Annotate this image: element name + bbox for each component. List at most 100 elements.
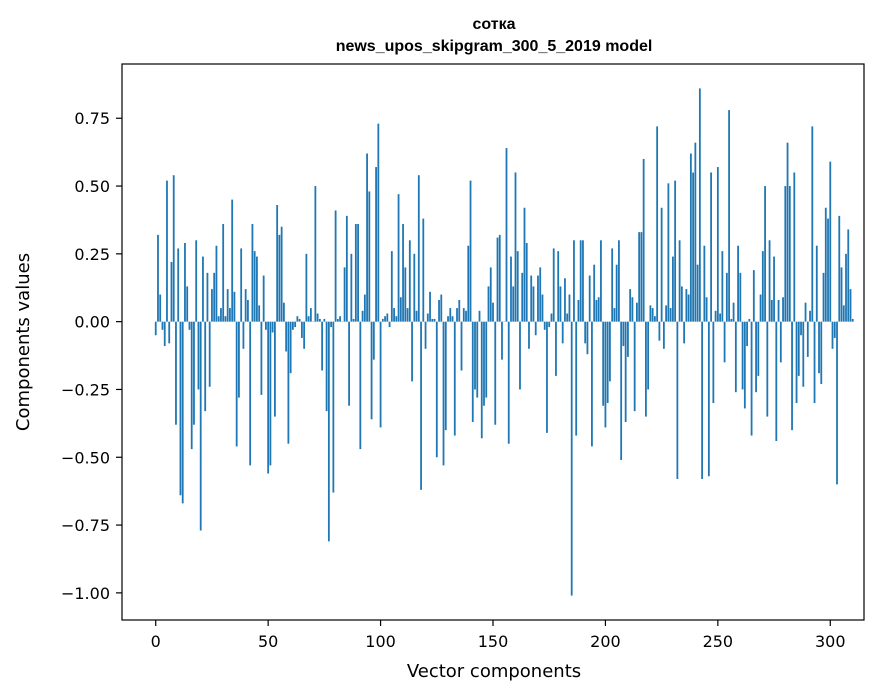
- bar-275: [773, 256, 775, 322]
- bar-89: [354, 224, 357, 322]
- bar-92: [361, 310, 364, 322]
- bar-163: [521, 272, 524, 322]
- bar-37: [238, 321, 240, 398]
- bar-86: [348, 321, 350, 406]
- bar-214: [636, 302, 638, 322]
- bar-120: [424, 321, 427, 349]
- bar-112: [406, 308, 409, 322]
- bar-150: [492, 302, 494, 322]
- bar-220: [649, 305, 652, 322]
- bar-299: [827, 218, 829, 322]
- bar-198: [600, 240, 602, 322]
- bar-151: [494, 321, 497, 425]
- bar-206: [618, 240, 620, 322]
- bar-291: [809, 310, 811, 322]
- bar-274: [770, 299, 773, 322]
- bar-40: [244, 289, 247, 322]
- bar-48: [262, 275, 265, 322]
- y-tick-label: 0.00: [74, 313, 110, 332]
- bar-212: [631, 297, 634, 322]
- bar-124: [433, 318, 436, 322]
- bar-177: [552, 248, 555, 322]
- x-tick-label: 150: [478, 632, 509, 651]
- bar-119: [422, 218, 425, 322]
- bar-5: [166, 180, 168, 322]
- bar-302: [833, 321, 836, 338]
- bar-56: [280, 226, 283, 322]
- bar-60: [289, 321, 292, 374]
- bar-42: [249, 321, 252, 466]
- bar-58: [285, 321, 288, 352]
- bar-49: [265, 321, 267, 330]
- bar-273: [768, 240, 771, 322]
- bar-154: [501, 321, 503, 360]
- bar-140: [469, 180, 472, 322]
- bar-136: [460, 321, 463, 371]
- bar-304: [838, 215, 841, 322]
- bar-88: [352, 318, 355, 322]
- bar-39: [242, 321, 245, 349]
- bar-110: [402, 224, 404, 322]
- bar-248: [712, 321, 715, 404]
- bar-301: [831, 321, 834, 349]
- bar-62: [294, 321, 297, 328]
- bar-256: [730, 318, 733, 322]
- bar-225: [660, 207, 663, 322]
- bar-237: [687, 294, 690, 322]
- bar-205: [615, 264, 618, 322]
- bar-147: [485, 321, 488, 398]
- bar-28: [217, 316, 220, 322]
- bar-202: [609, 321, 611, 382]
- bar-295: [818, 321, 820, 374]
- bar-104: [388, 321, 391, 328]
- bar-296: [820, 321, 823, 385]
- bar-127: [440, 294, 443, 322]
- bar-13: [184, 243, 186, 322]
- bar-270: [761, 251, 764, 322]
- bar-149: [489, 267, 492, 322]
- bar-46: [258, 305, 261, 322]
- bar-276: [775, 321, 778, 441]
- bar-171: [539, 267, 542, 322]
- bar-126: [438, 299, 440, 322]
- bar-116: [415, 310, 418, 322]
- bar-71: [314, 186, 317, 322]
- y-tick-label: 0.75: [74, 109, 110, 128]
- bar-102: [384, 316, 386, 322]
- bar-259: [737, 245, 739, 322]
- bar-137: [462, 308, 465, 322]
- bar-300: [829, 161, 832, 322]
- bar-218: [645, 321, 647, 417]
- bar-191: [584, 321, 587, 344]
- bar-285: [795, 321, 798, 404]
- y-tick-label: 0.50: [74, 177, 110, 196]
- bar-52: [271, 321, 274, 333]
- bar-54: [276, 205, 279, 322]
- x-tick-label: 100: [365, 632, 396, 651]
- bar-185: [570, 321, 573, 596]
- bar-158: [510, 256, 512, 322]
- bar-200: [604, 321, 607, 428]
- bar-196: [595, 299, 598, 322]
- bar-98: [375, 167, 377, 322]
- bar-199: [602, 321, 605, 406]
- bar-107: [395, 316, 398, 322]
- bar-10: [177, 248, 180, 322]
- bar-145: [480, 321, 483, 439]
- bar-134: [456, 308, 458, 322]
- bar-79: [332, 321, 335, 493]
- bar-130: [447, 316, 449, 322]
- bar-255: [728, 110, 730, 322]
- bar-251: [719, 313, 721, 322]
- bar-179: [557, 251, 560, 322]
- bar-217: [642, 158, 645, 322]
- bar-18: [195, 240, 198, 322]
- bar-161: [516, 251, 519, 322]
- bar-139: [467, 245, 470, 322]
- bar-186: [573, 240, 575, 322]
- bar-233: [678, 240, 681, 322]
- bar-51: [269, 321, 272, 466]
- x-tick-label: 0: [151, 632, 161, 651]
- bar-146: [483, 321, 485, 406]
- bar-131: [449, 308, 452, 322]
